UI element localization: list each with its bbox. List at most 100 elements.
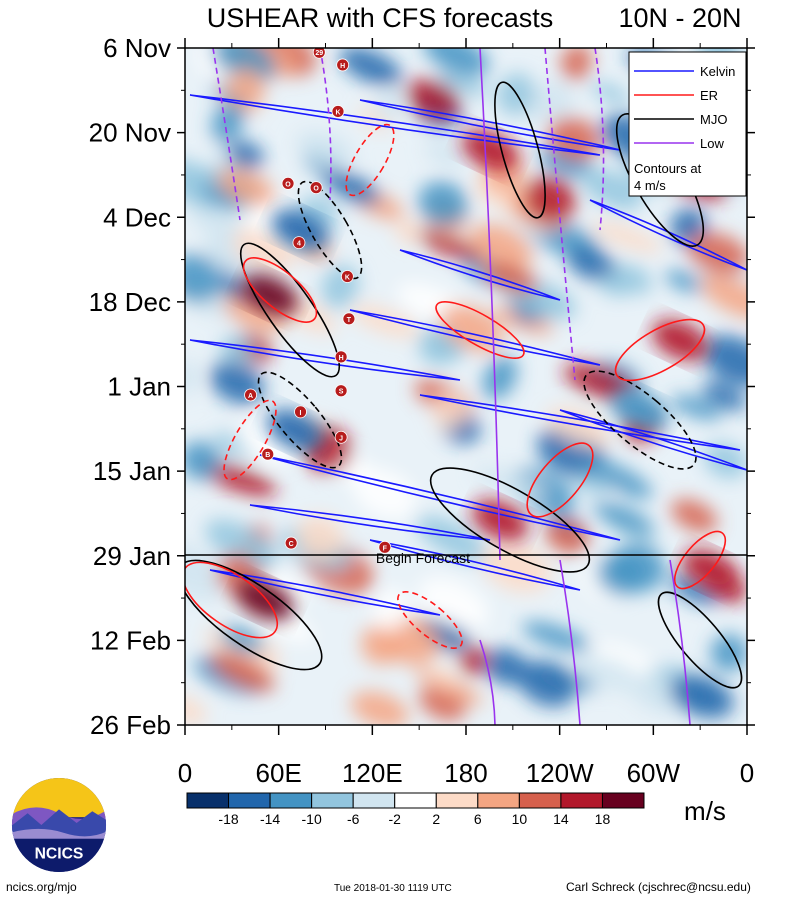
- storm-label: B: [265, 452, 270, 459]
- colorbar-label: 14: [553, 811, 569, 827]
- field-cell: [669, 674, 734, 719]
- field-cell: [322, 169, 381, 205]
- colorbar-label: 2: [432, 811, 440, 827]
- storm-symbol: [342, 312, 356, 326]
- storm-marker: J: [334, 430, 348, 444]
- storm-label: I: [300, 410, 302, 417]
- x-tick-label: 120E: [342, 758, 403, 788]
- legend-box: [628, 51, 747, 197]
- colorbar-swatch: [435, 792, 479, 809]
- storm-symbol: [281, 176, 295, 190]
- mjo-contour: [494, 81, 546, 219]
- storm-symbol: [334, 350, 348, 364]
- kelvin-contour: [259, 454, 621, 541]
- storm-label: O: [313, 186, 319, 193]
- field-cell: [352, 468, 417, 519]
- low-contour: [212, 48, 241, 221]
- low-contour: [544, 48, 576, 381]
- low-contour: [594, 48, 605, 231]
- field-cell: [524, 175, 577, 223]
- field-cell: [211, 100, 245, 144]
- field-cell: [701, 382, 747, 411]
- colorbar-label: -2: [389, 811, 402, 827]
- field-cell: [418, 181, 468, 227]
- colorbar-swatch: [394, 792, 437, 809]
- storm-marker: S: [334, 384, 348, 398]
- colorbar-unit: m/s: [684, 796, 726, 826]
- storm-symbol: [331, 105, 345, 118]
- field-cell: [468, 223, 533, 273]
- storm-marker: C: [284, 536, 298, 550]
- kelvin-contour: [189, 94, 601, 156]
- field-cell: [597, 274, 631, 297]
- legend-note-1: Contours at: [634, 161, 702, 176]
- colorbar-swatch: [269, 792, 313, 809]
- field-cell: [360, 623, 403, 665]
- storm-symbol: [334, 430, 348, 444]
- storm-marker: O: [309, 181, 323, 195]
- mjo-contour: [185, 559, 323, 671]
- y-tick-label: 12 Feb: [90, 625, 171, 655]
- storm-symbol: [292, 236, 306, 250]
- field-core: [651, 319, 709, 361]
- mjo-contour: [257, 371, 343, 469]
- storm-symbol: [312, 48, 326, 59]
- field-cell: [372, 588, 409, 632]
- field-cell: [459, 645, 488, 676]
- kelvin-contour: [399, 249, 561, 301]
- storm-marker: K: [331, 105, 345, 118]
- field-cell: [566, 247, 618, 283]
- field-cell: [185, 558, 226, 603]
- x-axis: 0 60E 120E 180 120W 60W 0: [178, 38, 754, 788]
- storm-label: A: [248, 393, 253, 400]
- storm-marker: O: [281, 176, 295, 190]
- storm-label: S: [339, 389, 344, 396]
- field-cell: [416, 515, 489, 563]
- field-cell: [216, 167, 276, 207]
- ncics-logo: NCICS: [11, 777, 107, 873]
- legend-note-2: 4 m/s: [634, 178, 666, 193]
- y-tick-label: 20 Nov: [89, 118, 171, 148]
- storm-symbol: [294, 405, 307, 419]
- chart-title: USHEAR with CFS forecasts: [207, 3, 554, 33]
- y-tick-label: 1 Jan: [107, 372, 171, 402]
- mjo-contour: [583, 370, 697, 470]
- storm-symbol: [340, 270, 354, 283]
- mjo-contour: [239, 242, 341, 378]
- legend: Kelvin ER MJO Low Contours at 4 m/s: [628, 51, 747, 197]
- er-contour: [673, 530, 727, 590]
- storm-symbol: [309, 181, 323, 195]
- field-cell: [191, 202, 243, 242]
- x-tick-label: 60E: [256, 758, 302, 788]
- field-cell: [665, 270, 704, 293]
- storm-marker: H: [334, 350, 348, 364]
- storm-marker: F: [378, 540, 392, 554]
- storm-marker: T: [342, 312, 356, 326]
- legend-label-kelvin: Kelvin: [700, 64, 735, 79]
- field-cell: [185, 441, 222, 480]
- field-cell: [249, 544, 278, 570]
- field-cell: [671, 499, 718, 533]
- er-contour: [435, 301, 525, 359]
- field-cell: [483, 648, 528, 685]
- storm-symbol: [244, 388, 257, 402]
- kelvin-contour: [369, 539, 581, 591]
- storm-label: 4: [297, 241, 301, 248]
- storm-marker: 4: [292, 236, 306, 250]
- field-cell: [227, 141, 264, 169]
- storm-label: T: [347, 317, 352, 324]
- er-contour: [397, 591, 463, 649]
- storm-marker: I: [294, 405, 307, 419]
- storm-label: H: [339, 355, 344, 362]
- er-contour: [614, 318, 706, 382]
- field-cell: [185, 254, 224, 303]
- storm-symbol: [284, 536, 298, 550]
- colorbar-label: -14: [260, 811, 280, 827]
- hovmoller-chart: USHEAR with CFS forecasts 10N - 20N 29 H K…: [89, 3, 755, 827]
- storm-marker: A: [244, 388, 257, 402]
- field-cell: [592, 501, 655, 533]
- chart-region: 10N - 20N: [618, 3, 741, 33]
- mjo-contour: [297, 180, 363, 280]
- field-cell: [428, 666, 459, 687]
- y-tick-label: 15 Jan: [93, 456, 171, 486]
